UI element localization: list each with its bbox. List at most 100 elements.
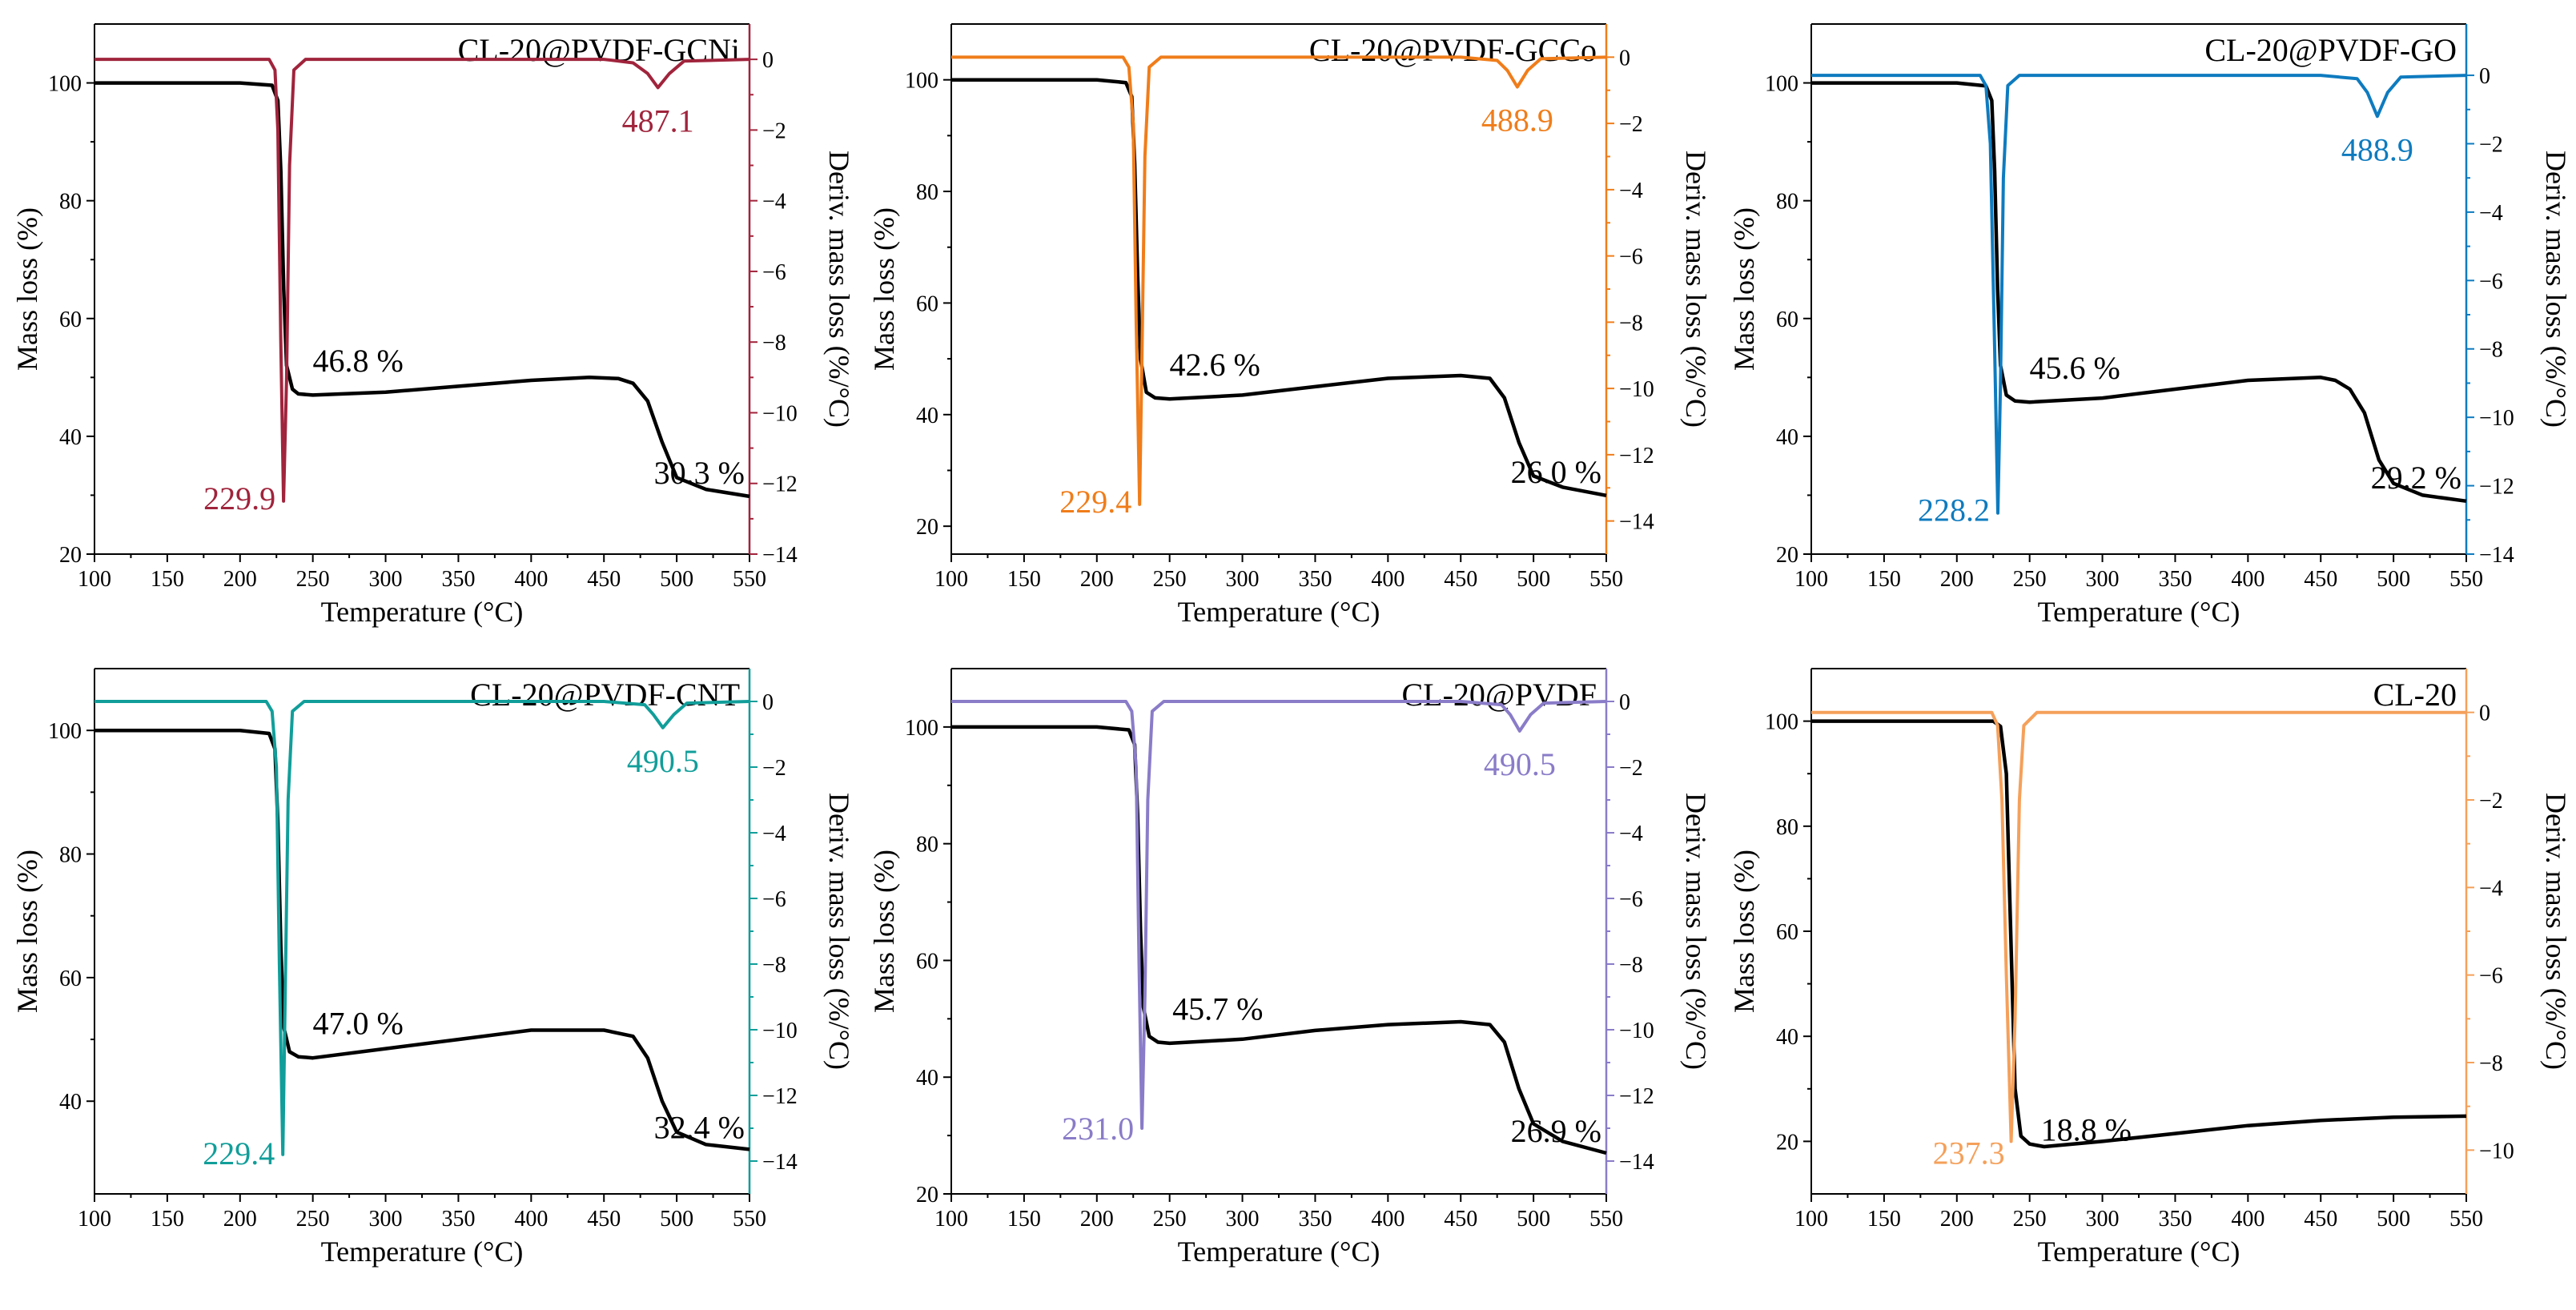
- chart-panel-6: 100 150 200 250 300 350 400 450 500 550 20 40 60 80 10…: [1728, 668, 2572, 1268]
- y-tick-label: 100: [905, 716, 938, 741]
- x-tick-label: 100: [1794, 567, 1828, 592]
- y-tick-label: 100: [1765, 72, 1798, 97]
- y-tick-label: 40: [59, 1090, 82, 1115]
- y2-axis-title: Deriv. mass loss (%/°C): [1680, 151, 1712, 428]
- y2-tick-label: −14: [2479, 543, 2514, 568]
- y-tick-label: 60: [916, 291, 938, 316]
- x-tick-label: 350: [1298, 1207, 1332, 1232]
- y2-tick-label: −2: [1619, 112, 1643, 137]
- chart-panel-5: 100 150 200 250 300 350 400 450 500 550 20 40 60 80 10…: [868, 668, 1712, 1268]
- x-tick-label: 350: [441, 567, 475, 592]
- y2-tick-label: −4: [762, 190, 786, 215]
- x-tick-label: 100: [1794, 1207, 1828, 1232]
- x-tick-label: 550: [733, 1207, 766, 1232]
- x-tick-label: 550: [2449, 567, 2483, 592]
- mass-loss-curve: [1811, 81, 2467, 504]
- y2-tick-label: −10: [2479, 1139, 2514, 1163]
- x-tick-label: 500: [2377, 1207, 2410, 1232]
- panel-title: CL-20@PVDF-GCNi: [458, 32, 740, 68]
- x-tick-label: 300: [2086, 1207, 2120, 1232]
- y-tick-label: 40: [916, 1066, 938, 1091]
- x-tick-label: 100: [934, 567, 968, 592]
- y2-tick-label: −4: [2479, 876, 2503, 901]
- x-tick-label: 200: [223, 1207, 257, 1232]
- x-tick-label: 450: [587, 1207, 621, 1232]
- dtg-curve: [94, 700, 750, 1156]
- y-axis-title: Mass loss (%): [11, 850, 43, 1013]
- y2-tick-label: −2: [2479, 132, 2503, 157]
- x-tick-label: 450: [1444, 567, 1477, 592]
- y-tick-label: 20: [916, 1183, 938, 1208]
- chart-panel-1: 100 150 200 250 300 350 400 450 500 550 20 40 60 80 10…: [11, 23, 855, 628]
- y-axis-title: Mass loss (%): [1728, 207, 1760, 371]
- x-axis-title: Temperature (°C): [321, 1236, 524, 1268]
- annotation-label: 42.6 %: [1169, 347, 1260, 383]
- mass-loss-curve: [1811, 719, 2467, 1149]
- y2-tick-label: −14: [1619, 1150, 1654, 1175]
- y2-tick-label: −6: [2479, 269, 2503, 294]
- annotation-label: 228.2: [1918, 492, 1990, 528]
- y2-tick-label: 0: [762, 48, 774, 73]
- mass-loss-curve: [951, 78, 1607, 498]
- y2-tick-label: −2: [1619, 756, 1643, 781]
- x-tick-label: 550: [1589, 1207, 1623, 1232]
- x-tick-label: 250: [296, 567, 330, 592]
- x-tick-label: 300: [369, 567, 403, 592]
- mass-loss-curve: [94, 81, 750, 499]
- x-tick-label: 100: [934, 1207, 968, 1232]
- y2-tick-label: −8: [762, 331, 786, 356]
- x-tick-label: 550: [733, 567, 766, 592]
- y-tick-label: 100: [48, 719, 82, 744]
- dtg-curve: [951, 55, 1607, 506]
- x-tick-label: 300: [1226, 567, 1260, 592]
- annotation-label: 30.3 %: [654, 455, 745, 491]
- y-tick-label: 20: [59, 543, 82, 568]
- y2-tick-label: −12: [762, 472, 798, 497]
- y2-tick-label: −8: [1619, 953, 1643, 978]
- annotation-label: 26.0 %: [1511, 454, 1601, 490]
- y-tick-label: 20: [1776, 543, 1798, 568]
- panel-title: CL-20: [2373, 677, 2457, 713]
- x-axis-title: Temperature (°C): [1178, 596, 1380, 628]
- x-tick-label: 100: [78, 567, 111, 592]
- y2-axis-title: Deriv. mass loss (%/°C): [2540, 151, 2572, 428]
- x-axis-title: Temperature (°C): [1178, 1236, 1380, 1268]
- y2-axis-title: Deriv. mass loss (%/°C): [2540, 793, 2572, 1070]
- y-tick-label: 80: [59, 190, 82, 215]
- annotation-label: 229.9: [203, 480, 275, 516]
- y2-axis-title: Deriv. mass loss (%/°C): [823, 151, 855, 428]
- x-tick-label: 550: [2449, 1207, 2483, 1232]
- x-tick-label: 250: [2013, 567, 2047, 592]
- y2-tick-label: −12: [2479, 475, 2514, 500]
- x-tick-label: 350: [441, 1207, 475, 1232]
- x-tick-label: 400: [2231, 567, 2265, 592]
- y-tick-label: 60: [59, 966, 82, 991]
- y2-axis-title: Deriv. mass loss (%/°C): [1680, 793, 1712, 1070]
- dtg-curve: [94, 58, 750, 503]
- annotation-label: 18.8 %: [2041, 1112, 2132, 1148]
- x-tick-label: 250: [2013, 1207, 2047, 1232]
- y-tick-label: 80: [916, 180, 938, 205]
- x-tick-label: 250: [296, 1207, 330, 1232]
- y2-tick-label: −10: [1619, 1019, 1654, 1043]
- y-tick-label: 100: [1765, 710, 1798, 735]
- x-tick-label: 500: [660, 1207, 693, 1232]
- panel-title: CL-20@PVDF-CNT: [470, 677, 740, 713]
- y2-tick-label: −6: [1619, 245, 1643, 270]
- x-tick-label: 100: [78, 1207, 111, 1232]
- annotation-label: 46.8 %: [312, 343, 403, 379]
- y2-tick-label: −2: [762, 119, 786, 143]
- y2-tick-label: 0: [762, 690, 774, 715]
- x-tick-label: 150: [151, 1207, 184, 1232]
- annotation-label: 45.7 %: [1172, 991, 1263, 1027]
- dtg-curve: [1811, 74, 2467, 515]
- y2-tick-label: −10: [2479, 406, 2514, 431]
- y2-tick-label: −6: [762, 260, 786, 285]
- x-tick-label: 500: [660, 567, 693, 592]
- x-tick-label: 200: [223, 567, 257, 592]
- x-tick-label: 300: [1226, 1207, 1260, 1232]
- x-tick-label: 150: [1867, 1207, 1901, 1232]
- y2-tick-label: −2: [762, 756, 786, 781]
- x-tick-label: 450: [1444, 1207, 1477, 1232]
